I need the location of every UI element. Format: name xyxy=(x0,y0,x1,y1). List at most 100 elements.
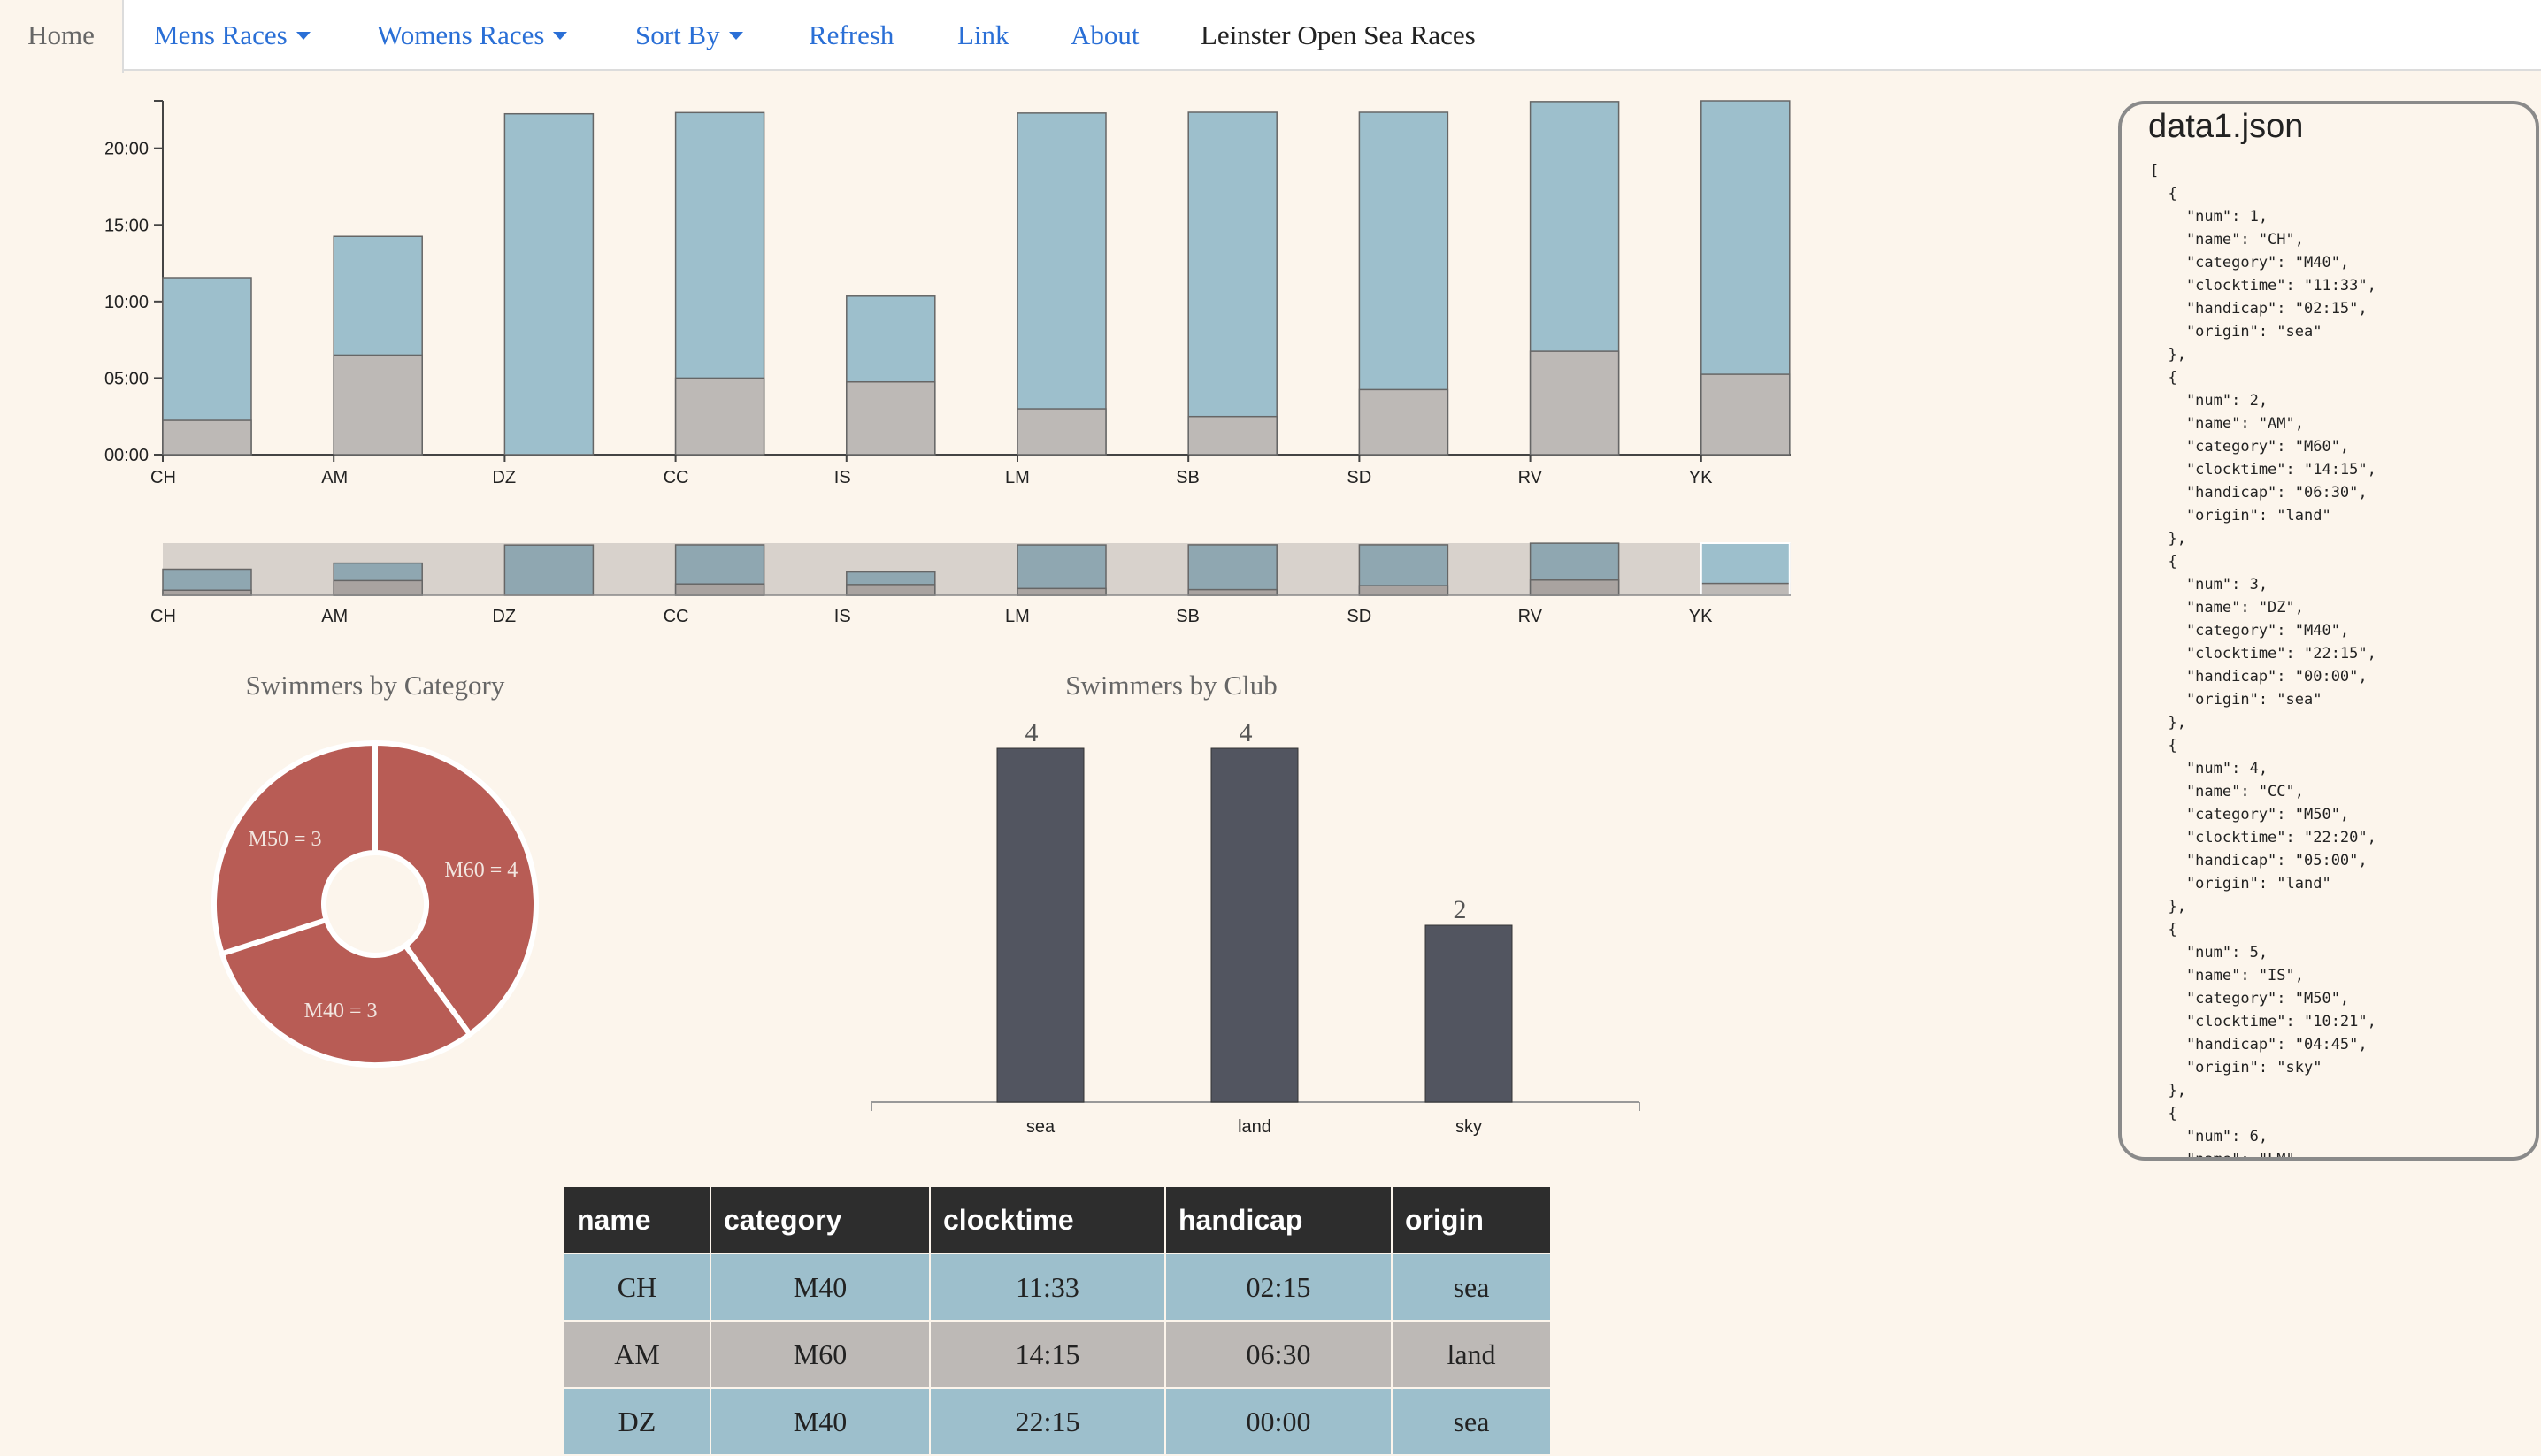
handicap-bar xyxy=(1700,373,1791,456)
table-row: AM M60 14:15 06:30 land xyxy=(563,1320,1552,1389)
nav-mens-races-label: Mens Races xyxy=(154,19,288,50)
handicap-bar xyxy=(846,380,936,456)
category-chart-title: Swimmers by Category xyxy=(246,670,505,701)
x-tick-label: SB xyxy=(1176,468,1200,487)
handicap-bar xyxy=(333,354,423,456)
overview-handicap-bar xyxy=(162,589,252,596)
handicap-bar xyxy=(1187,415,1278,456)
race-times-chart: 00:00 05:00 10:00 15:00 20:00 CH AM DZ CC IS LM SB S… xyxy=(104,100,1791,487)
overview-x-tick-label: AM xyxy=(321,607,348,626)
overview-handicap-bar xyxy=(1700,582,1791,596)
nav-womens-races-label: Womens Races xyxy=(377,19,545,50)
x-tick-label: YK xyxy=(1689,468,1713,487)
clocktime-bar xyxy=(1187,111,1278,456)
club-x-tick-label: land xyxy=(1238,1117,1271,1137)
y-tick-label: 05:00 xyxy=(104,369,149,388)
club-bar-value-label: 4 xyxy=(1240,718,1253,747)
overview-x-tick-label: SB xyxy=(1176,607,1200,626)
cell-name: CH xyxy=(563,1253,711,1322)
nav-refresh-link[interactable]: Refresh xyxy=(809,19,894,50)
nav-brand-title: Leinster Open Sea Races xyxy=(1201,19,1476,50)
handicap-bar xyxy=(1017,408,1107,456)
json-viewer-panel[interactable]: data1.json [ { "num": 1, "name": "CH", "… xyxy=(2118,101,2539,1161)
overview-brush-chart[interactable]: CH AM DZ CC IS LM SB SD RV YK xyxy=(0,0,1858,637)
handicap-bar xyxy=(1529,350,1620,456)
cell-handicap: 06:30 xyxy=(1164,1320,1393,1389)
caret-down-icon xyxy=(728,32,743,41)
overview-clocktime-bar xyxy=(1187,544,1278,596)
brush-background xyxy=(163,543,1791,595)
club-bar xyxy=(1210,747,1299,1103)
overview-x-tick-label: LM xyxy=(1005,607,1030,626)
clocktime-bar xyxy=(1017,112,1107,456)
nav-sort-by-label: Sort By xyxy=(635,19,720,50)
x-tick-label: LM xyxy=(1005,468,1030,487)
club-bar xyxy=(996,747,1085,1103)
nav-womens-races-dropdown[interactable]: Womens Races xyxy=(377,0,568,71)
clocktime-bar xyxy=(503,112,595,456)
category-pie-chart: Swimmers by Category M60 = 4 M40 = 3 M50 =… xyxy=(211,670,539,1068)
cell-handicap: 00:00 xyxy=(1164,1387,1393,1456)
column-header-handicap[interactable]: handicap xyxy=(1164,1185,1393,1254)
club-bar-value-label: 4 xyxy=(1025,718,1039,747)
pie-slice xyxy=(219,916,474,1068)
cell-clocktime: 14:15 xyxy=(929,1320,1166,1389)
overview-handicap-bar xyxy=(846,584,936,596)
cell-clocktime: 22:15 xyxy=(929,1387,1166,1456)
x-tick-label: DZ xyxy=(492,468,516,487)
overview-handicap-bar xyxy=(1017,587,1107,596)
column-header-origin[interactable]: origin xyxy=(1391,1185,1552,1254)
column-header-clocktime[interactable]: clocktime xyxy=(929,1185,1166,1254)
x-tick-label: AM xyxy=(321,468,348,487)
handicap-bar xyxy=(162,419,252,456)
cell-handicap: 02:15 xyxy=(1164,1253,1393,1322)
cell-clocktime: 11:33 xyxy=(929,1253,1166,1322)
nav-link-link[interactable]: Link xyxy=(957,19,1009,50)
club-bar-chart: Swimmers by Club 4 sea 4 land 2 sky xyxy=(871,670,1640,1137)
cell-origin: sea xyxy=(1391,1387,1552,1456)
cell-category: M60 xyxy=(710,1320,931,1389)
x-tick-label: SD xyxy=(1347,468,1371,487)
column-header-category[interactable]: category xyxy=(710,1185,931,1254)
json-content: [ { "num": 1, "name": "CH", "category": … xyxy=(2150,162,2376,1161)
club-bar xyxy=(1424,924,1513,1103)
nav-about-link[interactable]: About xyxy=(1071,19,1140,50)
overview-x-tick-label: DZ xyxy=(492,607,516,626)
top-navbar: Home Mens Races Womens Races Sort By Ref… xyxy=(0,0,2541,73)
cell-origin: land xyxy=(1391,1320,1552,1389)
x-tick-label: RV xyxy=(1518,468,1543,487)
cell-category: M40 xyxy=(710,1387,931,1456)
cell-origin: sea xyxy=(1391,1253,1552,1322)
nav-mens-races-dropdown[interactable]: Mens Races xyxy=(154,0,311,71)
nav-sort-by-dropdown[interactable]: Sort By xyxy=(635,0,743,71)
cell-name: DZ xyxy=(563,1387,711,1456)
overview-x-tick-label: SD xyxy=(1347,607,1371,626)
overview-x-tick-label: YK xyxy=(1689,607,1713,626)
x-tick-label: IS xyxy=(834,468,851,487)
pie-slice-label: M50 = 3 xyxy=(249,828,322,851)
club-x-tick-label: sea xyxy=(1026,1117,1056,1137)
table-row: DZ M40 22:15 00:00 sea xyxy=(563,1387,1552,1456)
handicap-bar xyxy=(674,377,765,456)
column-header-name[interactable]: name xyxy=(563,1185,711,1254)
club-bar-value-label: 2 xyxy=(1454,895,1467,924)
overview-handicap-bar xyxy=(1358,585,1449,596)
pie-slice xyxy=(211,739,378,958)
overview-handicap-bar xyxy=(674,583,765,596)
table-row: CH M40 11:33 02:15 sea xyxy=(563,1253,1552,1322)
club-x-tick-label: sky xyxy=(1455,1117,1482,1137)
results-table: name category clocktime handicap origin … xyxy=(563,1185,1552,1456)
pie-slice-label: M40 = 3 xyxy=(304,1000,378,1023)
club-chart-title: Swimmers by Club xyxy=(1065,670,1277,701)
caret-down-icon xyxy=(553,32,568,41)
overview-handicap-bar xyxy=(1529,579,1620,596)
table-header-row: name category clocktime handicap origin xyxy=(563,1185,1552,1254)
pie-slice-label: M60 = 4 xyxy=(444,859,518,882)
nav-home-tab[interactable]: Home xyxy=(0,0,124,73)
y-tick-label: 00:00 xyxy=(104,446,149,465)
json-panel-title: data1.json xyxy=(2148,108,2304,145)
cell-category: M40 xyxy=(710,1253,931,1322)
overview-handicap-bar xyxy=(333,579,423,596)
overview-handicap-bar xyxy=(1187,588,1278,596)
y-tick-label: 15:00 xyxy=(104,216,149,235)
